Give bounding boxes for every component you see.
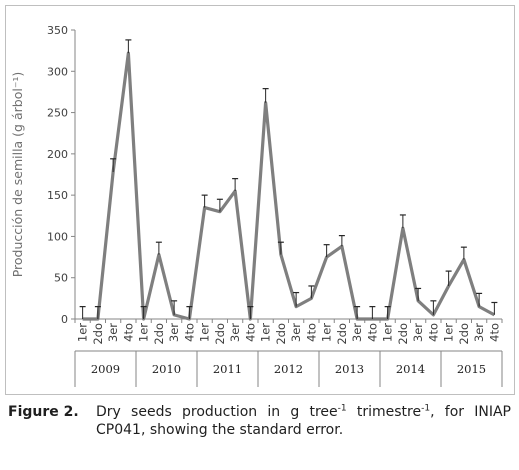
caption-text-b: trimestre [346,404,422,420]
x-category-label: 3er [228,323,242,342]
line-chart: 0 50 100 150 200 250 300 350 Producción de semil… [10,24,503,387]
x-category-label: 4to [304,323,318,342]
x-category-label: 4to [487,323,501,342]
x-category-label: 1er [76,323,90,342]
chart-frame: 0 50 100 150 200 250 300 350 Producción de semil… [5,5,515,395]
y-tick-label: 300 [47,65,68,78]
x-group-label: 2013 [335,362,364,376]
y-tick-label: 200 [47,148,68,161]
x-category-label: 4to [365,323,379,342]
caption-text-a: Dry seeds production in g tree [96,404,338,420]
y-tick-label: 150 [47,189,68,202]
x-category-label: 3er [350,323,364,342]
figure-label: Figure 2. [8,404,79,420]
x-category-label: 3er [411,323,425,342]
x-category-label: 1er [320,323,334,342]
x-group-label: 2015 [457,362,486,376]
y-tick-label: 250 [47,107,68,120]
x-group-label: 2012 [274,362,303,376]
caption-sup-a: -1 [337,403,347,414]
x-category-label: 3er [289,323,303,342]
series-line [82,51,496,321]
x-group-label: 2009 [91,362,120,376]
x-category-label: 1er [198,323,212,342]
x-category-label: 3er [106,323,120,342]
y-tick-label: 50 [54,272,68,285]
x-group-label: 2011 [213,362,242,376]
x-category-label: 4to [182,323,196,342]
x-category-label: 2do [274,323,288,345]
x-category-label: 2do [152,323,166,345]
x-category-label: 2do [396,323,410,345]
figure-caption-text: Dry seeds production in g tree-1 trimest… [96,403,511,439]
caption-text-c: , for INIAP CP041, showing the standard … [96,404,511,438]
x-group-label: 2014 [396,362,425,376]
x-category-label: 4to [426,323,440,342]
y-tick-label: 350 [47,24,68,37]
x-category-label: 2do [335,323,349,345]
x-category-label: 1er [259,323,273,342]
x-category-label: 3er [167,323,181,342]
x-category-label: 1er [381,323,395,342]
x-category-label: 2do [213,323,227,345]
y-axis-title: Producción de semilla (g árbol⁻¹) [10,72,25,278]
y-tick-label: 100 [47,230,68,243]
y-tick-label: 0 [61,313,68,326]
x-category-label: 2do [91,323,105,345]
x-category-label: 4to [243,323,257,342]
x-category-label: 2do [457,323,471,345]
x-category-label: 4to [121,323,135,342]
caption-sup-b: -1 [421,403,431,414]
x-category-label: 3er [472,323,486,342]
x-category-label: 1er [442,323,456,342]
x-group-label: 2010 [152,362,181,376]
x-category-label: 1er [137,323,151,342]
